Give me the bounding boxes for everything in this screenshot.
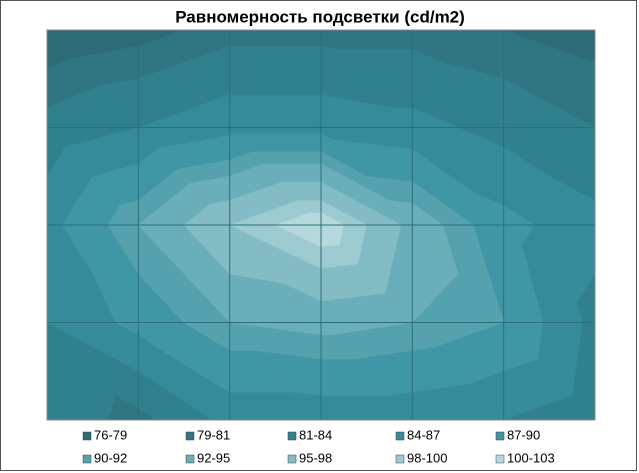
legend-label: 79-81	[197, 427, 230, 442]
legend-label: 84-87	[407, 427, 440, 442]
contour-band-piece	[228, 29, 322, 47]
legend-swatch	[287, 431, 297, 441]
legend-label: 90-92	[94, 450, 127, 465]
legend-label: 92-95	[197, 450, 230, 465]
legend-swatch	[395, 431, 405, 441]
legend-label: 95-98	[299, 450, 332, 465]
legend-swatch	[495, 454, 505, 464]
legend-label: 100-103	[507, 450, 555, 465]
legend-swatch	[82, 454, 92, 464]
legend-swatch	[185, 431, 195, 441]
chart-title: Равномерность подсветки (cd/m2)	[175, 7, 465, 26]
legend-swatch	[287, 454, 297, 464]
plot-border	[46, 29, 596, 421]
legend-label: 98-100	[407, 450, 447, 465]
legend-swatch	[82, 431, 92, 441]
legend-label: 81-84	[299, 427, 332, 442]
legend-swatch	[495, 431, 505, 441]
legend-label: 76-79	[94, 427, 127, 442]
legend-swatch	[185, 454, 195, 464]
legend-swatch	[395, 454, 405, 464]
legend-label: 87-90	[507, 427, 540, 442]
contour-band-piece	[251, 151, 322, 165]
contour-band-piece	[228, 127, 322, 134]
